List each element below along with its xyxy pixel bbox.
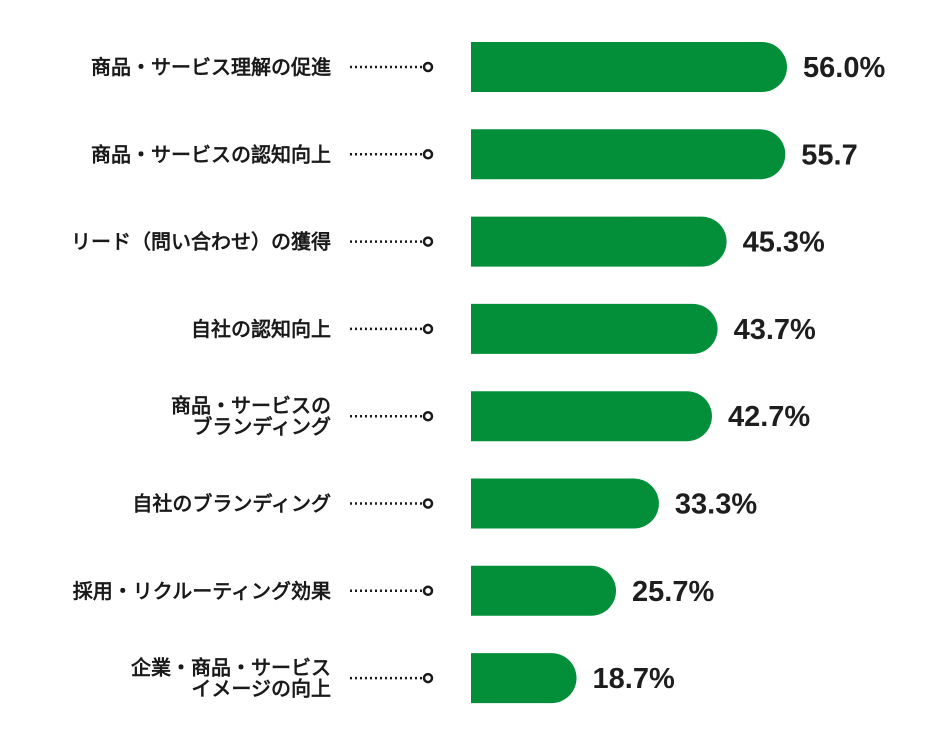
category-label: 商品・サービスのブランディング — [171, 394, 331, 439]
value-label: 45.3% — [743, 227, 825, 259]
category-label: 企業・商品・サービスイメージの向上 — [130, 656, 331, 701]
leader-end-circle — [422, 410, 434, 422]
leader-end-circle — [422, 149, 434, 160]
value-label: 25.7% — [632, 576, 714, 608]
category-label: 商品・サービスの認知向上 — [91, 142, 331, 166]
category-label: 採用・リクルーティング効果 — [73, 579, 331, 603]
category-label: 自社のブランディング — [132, 492, 331, 516]
bar — [471, 216, 727, 267]
value-label: 18.7% — [593, 663, 675, 695]
leader-end-circle — [422, 236, 434, 247]
category-label: 自社の認知向上 — [191, 317, 331, 341]
bar — [471, 478, 659, 529]
value-label: 43.7% — [734, 314, 816, 346]
category-label: 商品・サービス理解の促進 — [91, 55, 331, 79]
bar — [471, 565, 617, 616]
leader-end-circle — [422, 61, 434, 73]
value-label: 55.7 — [801, 139, 857, 171]
category-label: リード（問い合わせ）の獲得 — [71, 230, 331, 254]
value-label: 56.0% — [803, 52, 885, 84]
value-label: 33.3% — [675, 489, 757, 521]
value-label: 42.7% — [728, 401, 810, 433]
leader-end-circle — [422, 323, 434, 335]
bar — [471, 653, 577, 704]
bar — [471, 391, 712, 442]
leader-end-circle — [422, 585, 434, 597]
leader-end-circle — [422, 498, 434, 509]
bar — [471, 129, 786, 180]
bar — [471, 303, 718, 354]
bar — [471, 42, 787, 92]
leader-end-circle — [422, 672, 434, 684]
